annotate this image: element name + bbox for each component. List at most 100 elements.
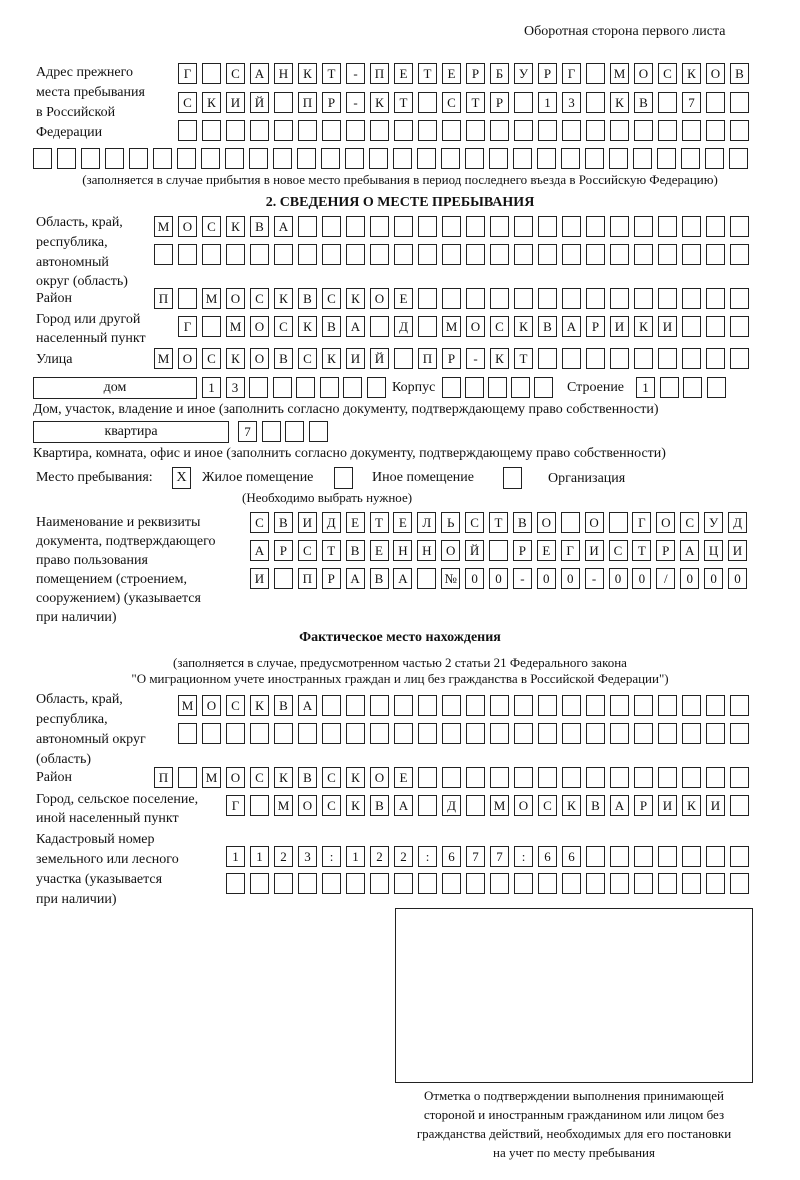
char-cell[interactable] — [298, 244, 317, 265]
char-cell[interactable] — [706, 120, 725, 141]
char-cell[interactable] — [322, 120, 341, 141]
char-cell[interactable]: П — [154, 767, 173, 788]
char-cell[interactable]: В — [274, 348, 293, 369]
char-cell[interactable]: 0 — [560, 568, 580, 589]
char-cell[interactable]: 3 — [298, 846, 317, 867]
char-cell[interactable] — [178, 767, 197, 788]
char-cell[interactable]: Г — [560, 540, 580, 561]
char-cell[interactable] — [418, 873, 437, 894]
char-cell[interactable]: А — [250, 63, 269, 84]
char-cell[interactable]: К — [682, 795, 701, 816]
char-cell[interactable] — [538, 723, 557, 744]
char-cell[interactable] — [634, 288, 653, 309]
char-cell[interactable]: П — [154, 288, 173, 309]
char-cell[interactable] — [322, 873, 341, 894]
char-cell[interactable]: О — [441, 540, 461, 561]
char-cell[interactable] — [226, 120, 245, 141]
char-cell[interactable]: С — [250, 767, 269, 788]
char-cell[interactable]: К — [634, 316, 653, 337]
char-cell[interactable] — [442, 244, 461, 265]
char-cell[interactable] — [394, 244, 413, 265]
char-cell[interactable]: Г — [226, 795, 245, 816]
char-cell[interactable]: Р — [656, 540, 676, 561]
char-cell[interactable]: И — [346, 348, 365, 369]
char-cell[interactable]: Д — [321, 512, 341, 533]
char-cell[interactable] — [418, 120, 437, 141]
char-cell[interactable]: С — [680, 512, 700, 533]
char-cell[interactable] — [418, 767, 437, 788]
char-cell[interactable]: Р — [586, 316, 605, 337]
char-cell[interactable] — [514, 695, 533, 716]
char-cell[interactable] — [418, 216, 437, 237]
char-cell[interactable]: О — [514, 795, 533, 816]
char-cell[interactable] — [706, 288, 725, 309]
char-cell[interactable]: - — [346, 63, 365, 84]
char-cell[interactable]: К — [370, 92, 389, 113]
char-cell[interactable]: Р — [490, 92, 509, 113]
char-cell[interactable]: Т — [369, 512, 389, 533]
char-cell[interactable] — [105, 148, 124, 169]
char-cell[interactable] — [633, 148, 652, 169]
char-cell[interactable]: 0 — [704, 568, 724, 589]
char-cell[interactable] — [490, 723, 509, 744]
char-cell[interactable] — [81, 148, 100, 169]
char-cell[interactable] — [298, 120, 317, 141]
char-cell[interactable]: К — [274, 767, 293, 788]
char-cell[interactable] — [562, 348, 581, 369]
char-cell[interactable] — [658, 216, 677, 237]
char-cell[interactable] — [658, 846, 677, 867]
char-cell[interactable] — [730, 723, 749, 744]
char-cell[interactable]: О — [536, 512, 556, 533]
char-cell[interactable] — [706, 377, 726, 398]
char-cell[interactable] — [298, 723, 317, 744]
char-cell[interactable] — [514, 92, 533, 113]
char-cell[interactable]: О — [370, 767, 389, 788]
char-cell[interactable]: 2 — [274, 846, 293, 867]
char-cell[interactable]: И — [658, 316, 677, 337]
char-cell[interactable] — [658, 244, 677, 265]
char-cell[interactable] — [610, 846, 629, 867]
char-cell[interactable] — [634, 216, 653, 237]
char-cell[interactable] — [466, 873, 485, 894]
char-cell[interactable]: Ц — [704, 540, 724, 561]
char-cell[interactable]: А — [562, 316, 581, 337]
char-cell[interactable] — [274, 723, 293, 744]
char-cell[interactable]: К — [226, 216, 245, 237]
char-cell[interactable] — [273, 568, 293, 589]
char-cell[interactable] — [634, 244, 653, 265]
char-cell[interactable]: А — [345, 568, 365, 589]
char-cell[interactable] — [538, 695, 557, 716]
char-cell[interactable] — [586, 846, 605, 867]
char-cell[interactable]: 2 — [394, 846, 413, 867]
stay-option-residential-checkbox[interactable]: Х — [172, 467, 191, 489]
char-cell[interactable]: О — [656, 512, 676, 533]
char-cell[interactable]: И — [297, 512, 317, 533]
char-cell[interactable] — [442, 120, 461, 141]
char-cell[interactable] — [297, 148, 316, 169]
char-cell[interactable]: В — [345, 540, 365, 561]
char-cell[interactable]: 1 — [226, 846, 245, 867]
char-cell[interactable] — [308, 421, 328, 442]
char-cell[interactable]: Р — [321, 568, 341, 589]
char-cell[interactable]: - — [512, 568, 532, 589]
char-cell[interactable]: В — [538, 316, 557, 337]
char-cell[interactable] — [610, 723, 629, 744]
char-cell[interactable]: С — [250, 512, 269, 533]
char-cell[interactable] — [682, 216, 701, 237]
char-cell[interactable] — [562, 216, 581, 237]
char-cell[interactable]: У — [514, 63, 533, 84]
char-cell[interactable] — [393, 148, 412, 169]
char-cell[interactable] — [466, 244, 485, 265]
char-cell[interactable]: Е — [394, 767, 413, 788]
char-cell[interactable]: 6 — [442, 846, 461, 867]
char-cell[interactable]: С — [226, 695, 245, 716]
char-cell[interactable]: 1 — [346, 846, 365, 867]
char-cell[interactable] — [514, 216, 533, 237]
char-cell[interactable] — [296, 377, 315, 398]
char-cell[interactable]: В — [634, 92, 653, 113]
char-cell[interactable] — [250, 873, 269, 894]
char-cell[interactable]: М — [178, 695, 197, 716]
char-cell[interactable]: - — [584, 568, 604, 589]
char-cell[interactable] — [319, 377, 339, 398]
char-cell[interactable]: Д — [442, 795, 461, 816]
